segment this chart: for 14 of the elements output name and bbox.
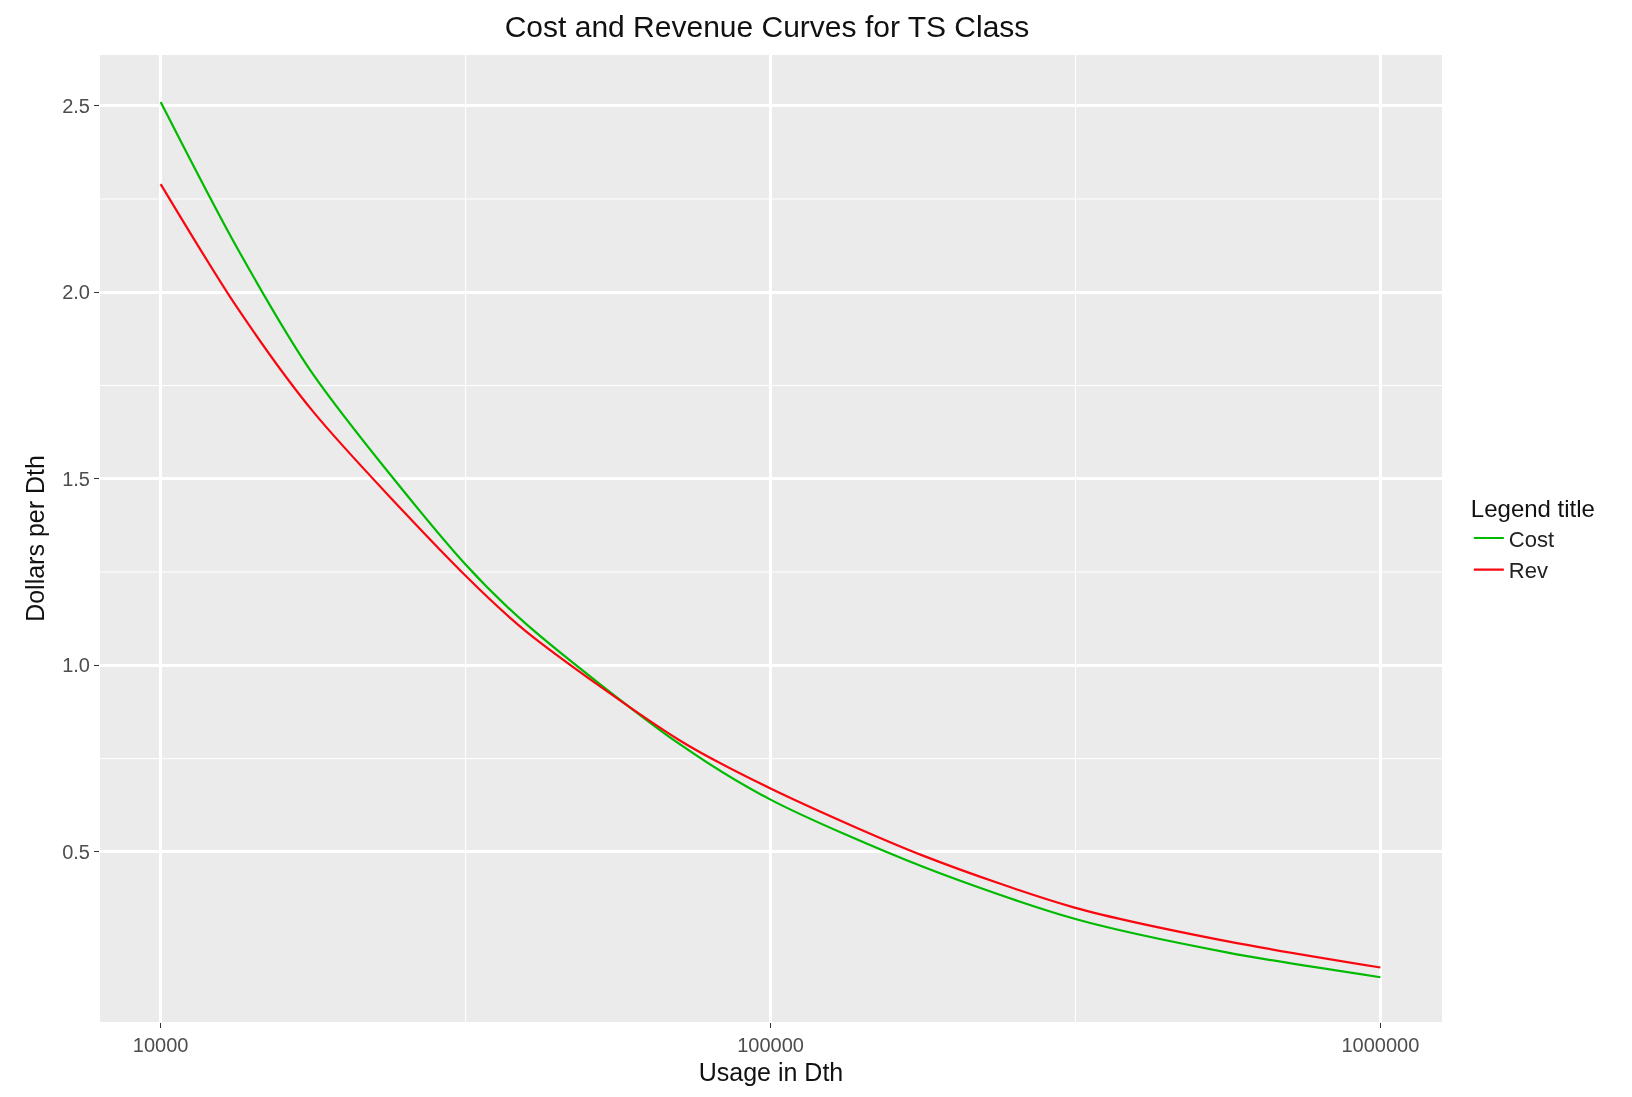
- x-tick-label: 100000: [737, 1034, 804, 1056]
- y-axis-title: Dollars per Dth: [20, 455, 49, 622]
- y-tick-label: 2.5: [62, 94, 90, 117]
- y-tick-label: 1.5: [62, 467, 90, 490]
- chart-title: Cost and Revenue Curves for TS Class: [504, 10, 1030, 44]
- x-axis-title: Usage in Dth: [698, 1058, 844, 1086]
- y-tick-label: 0.5: [62, 840, 90, 863]
- legend-title: Legend title: [1470, 495, 1595, 523]
- y-tick-label: 1.0: [62, 654, 90, 677]
- x-tick-label: 1000000: [1341, 1034, 1420, 1056]
- x-tick-label: 10000: [132, 1034, 189, 1056]
- y-tick-label: 2.0: [62, 281, 90, 304]
- legend-label: Rev: [1508, 558, 1548, 584]
- legend-label: Cost: [1508, 526, 1555, 552]
